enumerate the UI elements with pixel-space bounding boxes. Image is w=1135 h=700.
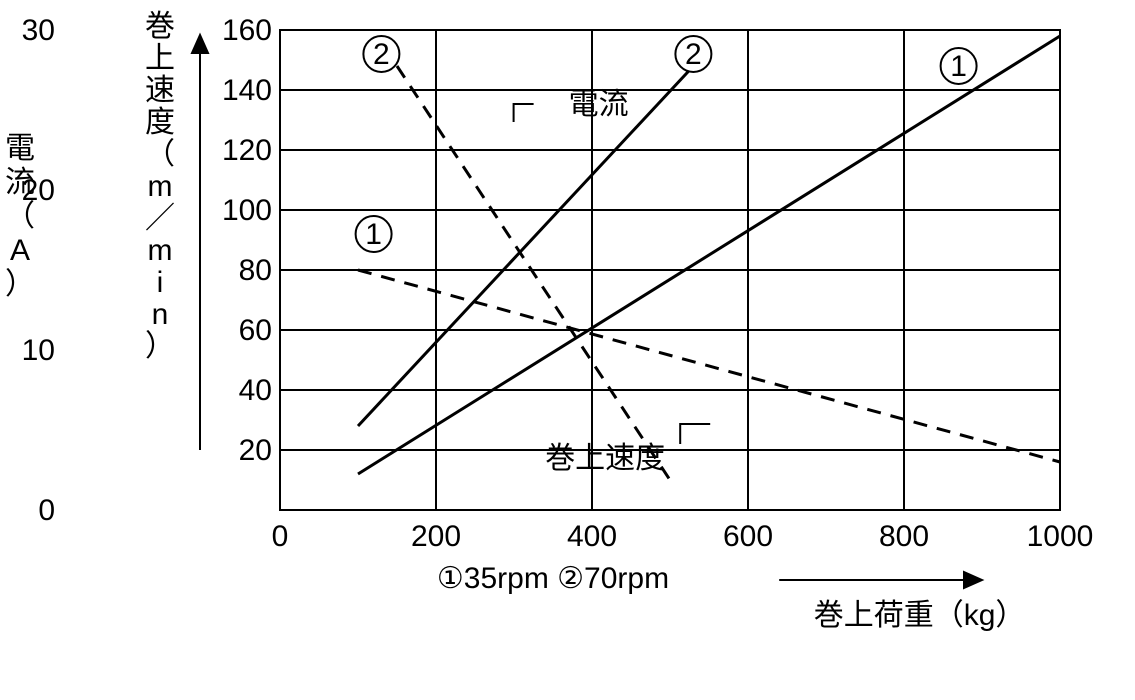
series-label: 1 xyxy=(950,50,967,83)
plot-grid xyxy=(280,30,1060,510)
y-inner-label-char: 度 xyxy=(145,106,175,139)
series-speed_1 xyxy=(358,270,1060,462)
x-tick-label: 200 xyxy=(411,520,461,553)
y-inner-tick: 120 xyxy=(222,134,272,167)
y-inner-label-char: ） xyxy=(145,330,175,363)
y-left-tick: 30 xyxy=(22,14,55,47)
y-inner-label-char: i xyxy=(157,266,164,299)
series-label: 2 xyxy=(685,38,702,71)
x-tick-label: 400 xyxy=(567,520,617,553)
group-label-current: 電流 xyxy=(569,88,629,121)
group-label-speed: 巻上速度 xyxy=(545,442,665,475)
y-inner-tick: 80 xyxy=(239,254,272,287)
x-tick-label: 1000 xyxy=(1027,520,1094,553)
y-inner-label-char: m xyxy=(148,234,173,267)
y-inner-label-char: 速 xyxy=(145,74,175,107)
y-inner-tick: 100 xyxy=(222,194,272,227)
y-left-label-char: 流 xyxy=(5,166,35,199)
x-sublabel: ①35rpm ②70rpm xyxy=(437,562,669,595)
y-inner-tick: 20 xyxy=(239,434,272,467)
y-inner-label-char: ／ xyxy=(145,202,175,235)
y-inner-tick: 60 xyxy=(239,314,272,347)
y-inner-label-char: 上 xyxy=(145,42,175,75)
series-label: 2 xyxy=(373,38,390,71)
y-left-label-char: 電 xyxy=(5,132,35,165)
series-current_1 xyxy=(358,36,1060,474)
leader-current xyxy=(514,104,534,122)
y-inner-tick: 40 xyxy=(239,374,272,407)
y-inner-label-char: 巻 xyxy=(145,10,175,43)
series-speed_2 xyxy=(397,66,670,480)
y-inner-label-char: m xyxy=(148,170,173,203)
x-tick-label: 800 xyxy=(879,520,929,553)
x-axis-label: 巻上荷重（kg） xyxy=(814,599,1026,632)
y-inner-tick: 140 xyxy=(222,74,272,107)
y-inner-label-char: （ xyxy=(145,138,175,171)
x-tick-label: 0 xyxy=(272,520,289,553)
y-left-label-char: （ xyxy=(5,200,35,233)
y-inner-tick: 160 xyxy=(222,14,272,47)
y-left-tick: 10 xyxy=(22,334,55,367)
leader-speed xyxy=(680,424,710,444)
y-left-label-char: A xyxy=(10,234,30,267)
x-tick-label: 600 xyxy=(723,520,773,553)
y-left-label-char: ） xyxy=(5,268,35,301)
y-inner-label-char: n xyxy=(152,298,169,331)
series-current_2 xyxy=(358,66,693,426)
y-left-tick: 0 xyxy=(38,494,55,527)
series-label: 1 xyxy=(365,218,382,251)
